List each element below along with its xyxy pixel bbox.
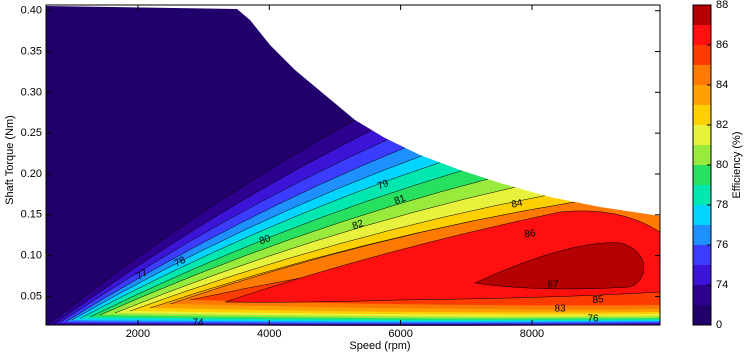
colorbar-band <box>693 285 711 305</box>
contour-label: 85 <box>592 294 604 306</box>
contour-line <box>71 155 423 321</box>
colorbar-tick-label: 88 <box>716 0 728 11</box>
y-tick-label: 0.40 <box>21 5 42 17</box>
contour-label: 79 <box>376 178 391 193</box>
contour-line <box>47 119 356 325</box>
colorbar-tick-label: 84 <box>716 79 728 91</box>
colorbar-tick-label: 80 <box>716 159 728 171</box>
colorbar-band <box>693 245 711 265</box>
contour-line <box>129 195 546 312</box>
y-tick-label: 0.05 <box>21 290 42 302</box>
colorbar-band <box>693 105 711 125</box>
contour-label: 84 <box>510 198 524 211</box>
contour-label: 81 <box>393 193 408 207</box>
contour-line <box>54 129 373 324</box>
contour-line <box>65 147 406 322</box>
contour-band <box>474 242 645 290</box>
contour-label: 77 <box>135 267 151 282</box>
contour-label: 83 <box>554 304 566 315</box>
x-tick-label: 4000 <box>257 328 281 340</box>
colorbar-band <box>693 145 711 165</box>
colorbar-band <box>693 85 711 105</box>
colorbar-label: Efficiency (%) <box>731 131 743 198</box>
colorbar-band <box>693 185 711 205</box>
colorbar-band <box>693 65 711 85</box>
colorbar-band <box>693 265 711 285</box>
colorbar-tick-label: 74 <box>716 279 728 291</box>
x-tick-label: 2000 <box>126 328 150 340</box>
x-tick-label: 6000 <box>388 328 412 340</box>
colorbar-band <box>693 125 711 145</box>
contour-line <box>79 162 441 319</box>
contour-label: 87 <box>547 280 559 291</box>
y-tick-label: 0.35 <box>21 45 42 57</box>
colorbar-tick-label: 76 <box>716 239 728 251</box>
y-tick-label: 0.30 <box>21 86 42 98</box>
colorbar-tick-label: 82 <box>716 119 728 131</box>
y-tick-label: 0.10 <box>21 250 42 262</box>
colorbar-band <box>693 5 711 25</box>
contour-label: 80 <box>258 233 273 247</box>
infeasible-region <box>45 5 660 216</box>
x-axis-label: Speed (rpm) <box>349 340 410 352</box>
contour-label: 86 <box>524 228 537 241</box>
colorbar-band <box>693 205 711 225</box>
y-axis-label: Shaft Torque (Nm) <box>4 115 16 205</box>
y-tick-label: 0.25 <box>21 127 42 139</box>
contour-label: 76 <box>587 314 599 325</box>
x-tick-label: 8000 <box>520 328 544 340</box>
colorbar-band <box>693 25 711 45</box>
contour-line <box>114 186 516 314</box>
plot-frame <box>45 4 661 326</box>
contour-line <box>89 170 463 318</box>
colorbar-band <box>693 165 711 185</box>
contour-label: 74 <box>192 318 204 329</box>
contour-line <box>169 201 576 305</box>
colorbar-band <box>693 225 711 245</box>
colorbar-tick-label: 86 <box>716 39 728 51</box>
contour-line <box>99 178 489 316</box>
y-tick-label: 0.15 <box>21 209 42 221</box>
colorbar-tick-label: 0 <box>716 319 722 331</box>
contour-line <box>59 139 389 323</box>
contour-label: 78 <box>173 255 188 270</box>
colorbar-band <box>693 305 711 325</box>
colorbar-tick-label: 78 <box>716 199 728 211</box>
colorbar-band <box>693 45 711 65</box>
contour-label: 82 <box>351 218 366 232</box>
y-tick-label: 0.20 <box>21 168 42 180</box>
